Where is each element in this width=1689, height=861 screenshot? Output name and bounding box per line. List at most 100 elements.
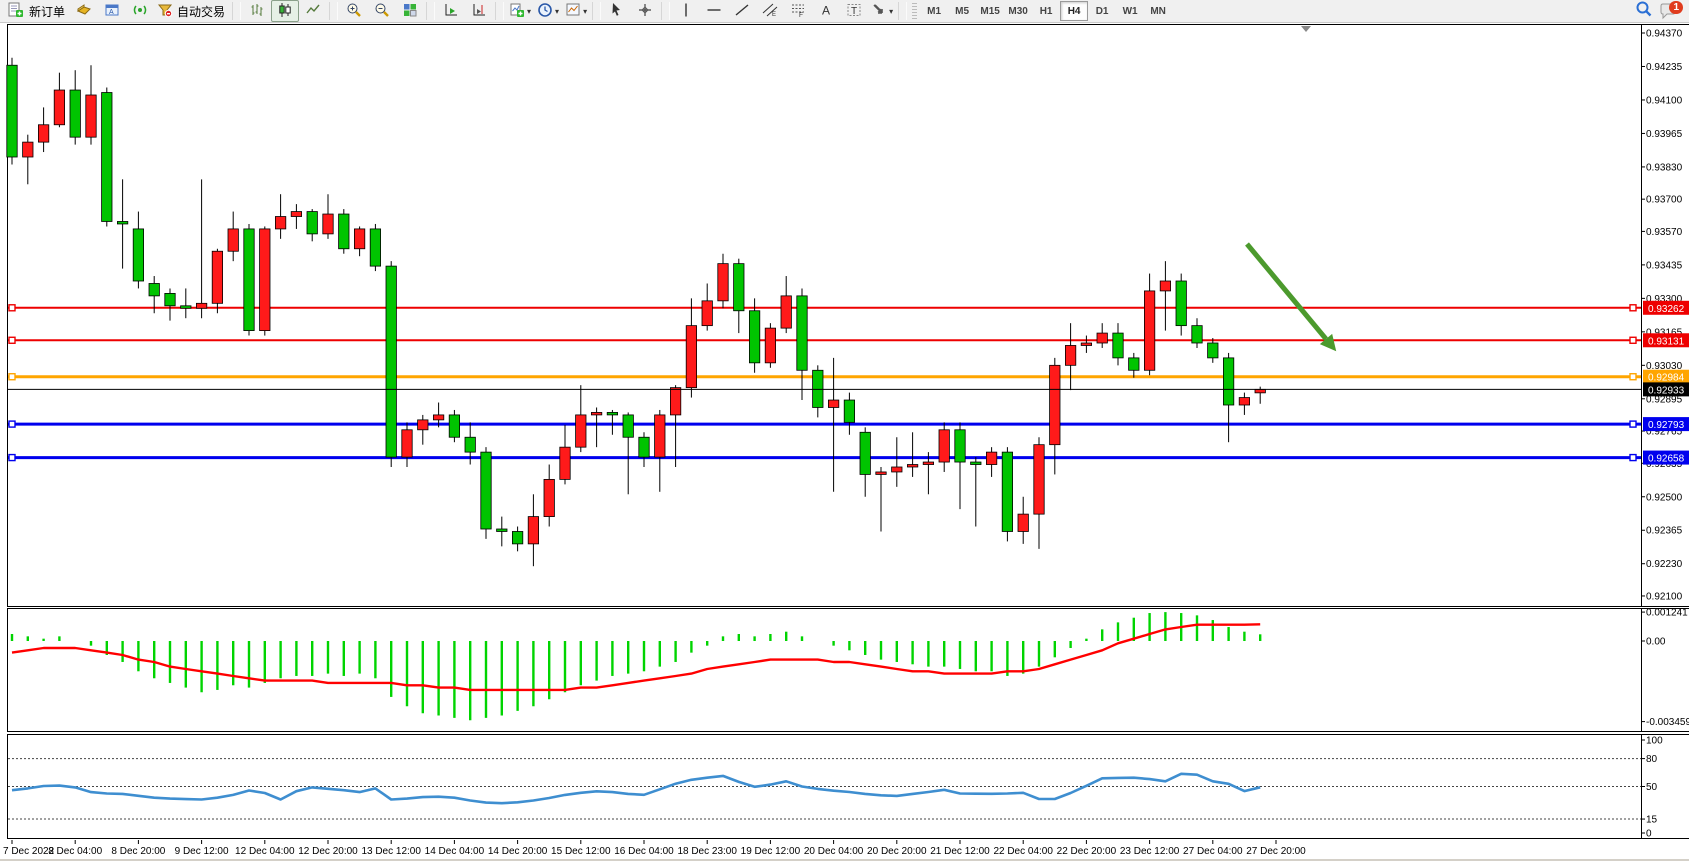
text-label-button[interactable]: T xyxy=(840,0,868,22)
chart-shift-marker[interactable] xyxy=(1301,26,1311,32)
price-level-badge xyxy=(1643,333,1689,348)
timeframe-m15-button[interactable]: M15 xyxy=(980,5,1000,17)
search-icon[interactable] xyxy=(1635,0,1653,23)
new-order-icon xyxy=(7,2,25,20)
price-level-badge-label: 0.92793 xyxy=(1648,420,1685,431)
notifications-icon[interactable]: 1 xyxy=(1659,1,1683,20)
price-level-badge xyxy=(1643,450,1689,465)
window-bottom-edge xyxy=(0,859,1689,861)
timeframe-mn-button[interactable]: MN xyxy=(1150,5,1166,17)
chart-shift-button[interactable] xyxy=(465,0,493,22)
shapes-button[interactable]: ▾ xyxy=(868,0,896,22)
timeframe-h4-button[interactable]: H4 xyxy=(1060,1,1089,21)
new-chart-dropdown-icon[interactable]: ▾ xyxy=(527,6,532,16)
time-tick-label: 22 Dec 20:00 xyxy=(1057,846,1117,857)
time-tick-label: 13 Dec 12:00 xyxy=(361,846,421,857)
new-order-button[interactable]: 新订单 xyxy=(4,0,70,22)
candle xyxy=(654,414,666,458)
profiles-button[interactable]: ▾ xyxy=(534,0,562,22)
timeframe-m5-button[interactable]: M5 xyxy=(955,5,970,17)
trend-arrow-annotation[interactable] xyxy=(1245,242,1328,341)
line-anchor-marker[interactable] xyxy=(1629,453,1637,462)
tile-windows-button[interactable] xyxy=(396,0,424,22)
price-tick-label: 0.92365 xyxy=(1646,526,1683,537)
price-level-badge xyxy=(1643,300,1689,315)
candle xyxy=(180,305,192,309)
candle xyxy=(575,414,587,448)
auto-scroll-button[interactable] xyxy=(437,0,465,22)
line-anchor-marker[interactable] xyxy=(8,453,16,462)
hline-button[interactable] xyxy=(700,0,728,22)
fibonacci-button[interactable]: F xyxy=(784,0,812,22)
svg-text:A: A xyxy=(822,4,830,18)
line-anchor-marker[interactable] xyxy=(8,336,16,344)
crosshair-button[interactable] xyxy=(631,0,659,22)
rsi-tick-label: 0 xyxy=(1646,829,1652,840)
macd-tick-label: 0.001241 xyxy=(1646,608,1688,619)
svg-text:A: A xyxy=(109,9,114,16)
candle xyxy=(1223,357,1235,406)
signals-button[interactable] xyxy=(126,0,154,22)
chat-window-button[interactable]: A xyxy=(98,0,126,22)
bars-mode-icon xyxy=(249,2,265,20)
line-anchor-marker[interactable] xyxy=(1629,420,1637,428)
timeframe-m1-button[interactable]: M1 xyxy=(927,5,942,17)
timeframe-d1-button[interactable]: D1 xyxy=(1095,5,1109,17)
price-tick-label: 0.93965 xyxy=(1646,129,1683,140)
profiles-dropdown-icon[interactable]: ▾ xyxy=(555,6,560,16)
candle xyxy=(132,228,144,282)
timeframe-h1-button[interactable]: H1 xyxy=(1039,5,1053,17)
main-toolbar: 新订单 A 自动交易 ▾ ▾ ▾ E F A T ▾ M1 M5 M15 M30 H1 H4 D1 W1 MN 1 xyxy=(0,0,1689,23)
chart-window[interactable]: ▼ USDCHF-,H4 0.92919 0.92944 0.92875 0.9… xyxy=(0,23,1689,861)
line-mode-button[interactable] xyxy=(299,0,327,22)
vline-icon xyxy=(678,2,694,20)
timeframe-w1-button[interactable]: W1 xyxy=(1122,5,1138,17)
text-tool-button[interactable]: A xyxy=(812,0,840,22)
trendline-button[interactable] xyxy=(728,0,756,22)
new-chart-icon xyxy=(509,2,525,20)
vline-button[interactable] xyxy=(672,0,700,22)
rsi-pane[interactable]: 100 80 50 15 0 xyxy=(0,733,1689,840)
shapes-icon xyxy=(871,2,887,20)
toolbar-grip[interactable] xyxy=(912,3,918,19)
auto-trading-button[interactable]: 自动交易 xyxy=(154,0,230,22)
price-tick-label: 0.92230 xyxy=(1646,559,1683,570)
rsi-tick-label: 15 xyxy=(1646,815,1658,826)
channel-button[interactable]: E xyxy=(756,0,784,22)
templates-dropdown-icon[interactable]: ▾ xyxy=(583,6,588,16)
zoom-out-button[interactable] xyxy=(368,0,396,22)
line-anchor-marker[interactable] xyxy=(1629,304,1637,312)
new-chart-button[interactable]: ▾ xyxy=(506,0,534,22)
line-anchor-marker[interactable] xyxy=(8,304,16,312)
candle xyxy=(891,466,903,473)
zoom-in-button[interactable] xyxy=(340,0,368,22)
cursor-icon xyxy=(609,2,625,20)
price-pane[interactable]: 0.94370 0.94235 0.94100 0.93965 0.93830 0.937… xyxy=(0,24,1689,608)
templates-button[interactable]: ▾ xyxy=(562,0,590,22)
macd-tick-label: 0.00 xyxy=(1646,637,1666,648)
price-tick-label: 0.93830 xyxy=(1646,162,1683,173)
time-tick-label: 20 Dec 20:00 xyxy=(867,846,927,857)
line-anchor-marker[interactable] xyxy=(1629,336,1637,344)
time-axis[interactable]: 7 Dec 2022 8 Dec 04:00 8 Dec 20:00 9 Dec 12… xyxy=(0,840,1689,861)
line-anchor-marker[interactable] xyxy=(8,373,16,381)
candle xyxy=(53,89,66,126)
time-tick-label: 18 Dec 23:00 xyxy=(677,846,737,857)
new-order-label: 新订单 xyxy=(29,4,66,19)
price-tick-label: 0.92895 xyxy=(1646,394,1683,405)
price-tick-label: 0.93165 xyxy=(1646,327,1683,338)
line-anchor-marker[interactable] xyxy=(8,420,16,428)
shapes-dropdown-icon[interactable]: ▾ xyxy=(889,6,894,16)
market-watch-button[interactable] xyxy=(70,0,98,22)
candle xyxy=(1144,290,1156,371)
macd-pane[interactable]: 0.001241 0.00 -0.003459 xyxy=(0,607,1689,733)
candle xyxy=(1128,357,1140,371)
candles-mode-button[interactable] xyxy=(271,0,300,22)
line-anchor-marker[interactable] xyxy=(1629,373,1637,381)
cursor-button[interactable] xyxy=(603,0,631,22)
timeframe-m30-button[interactable]: M30 xyxy=(1008,5,1028,17)
candle xyxy=(606,412,619,416)
time-tick-label: 22 Dec 04:00 xyxy=(993,846,1053,857)
bars-mode-button[interactable] xyxy=(243,0,271,22)
